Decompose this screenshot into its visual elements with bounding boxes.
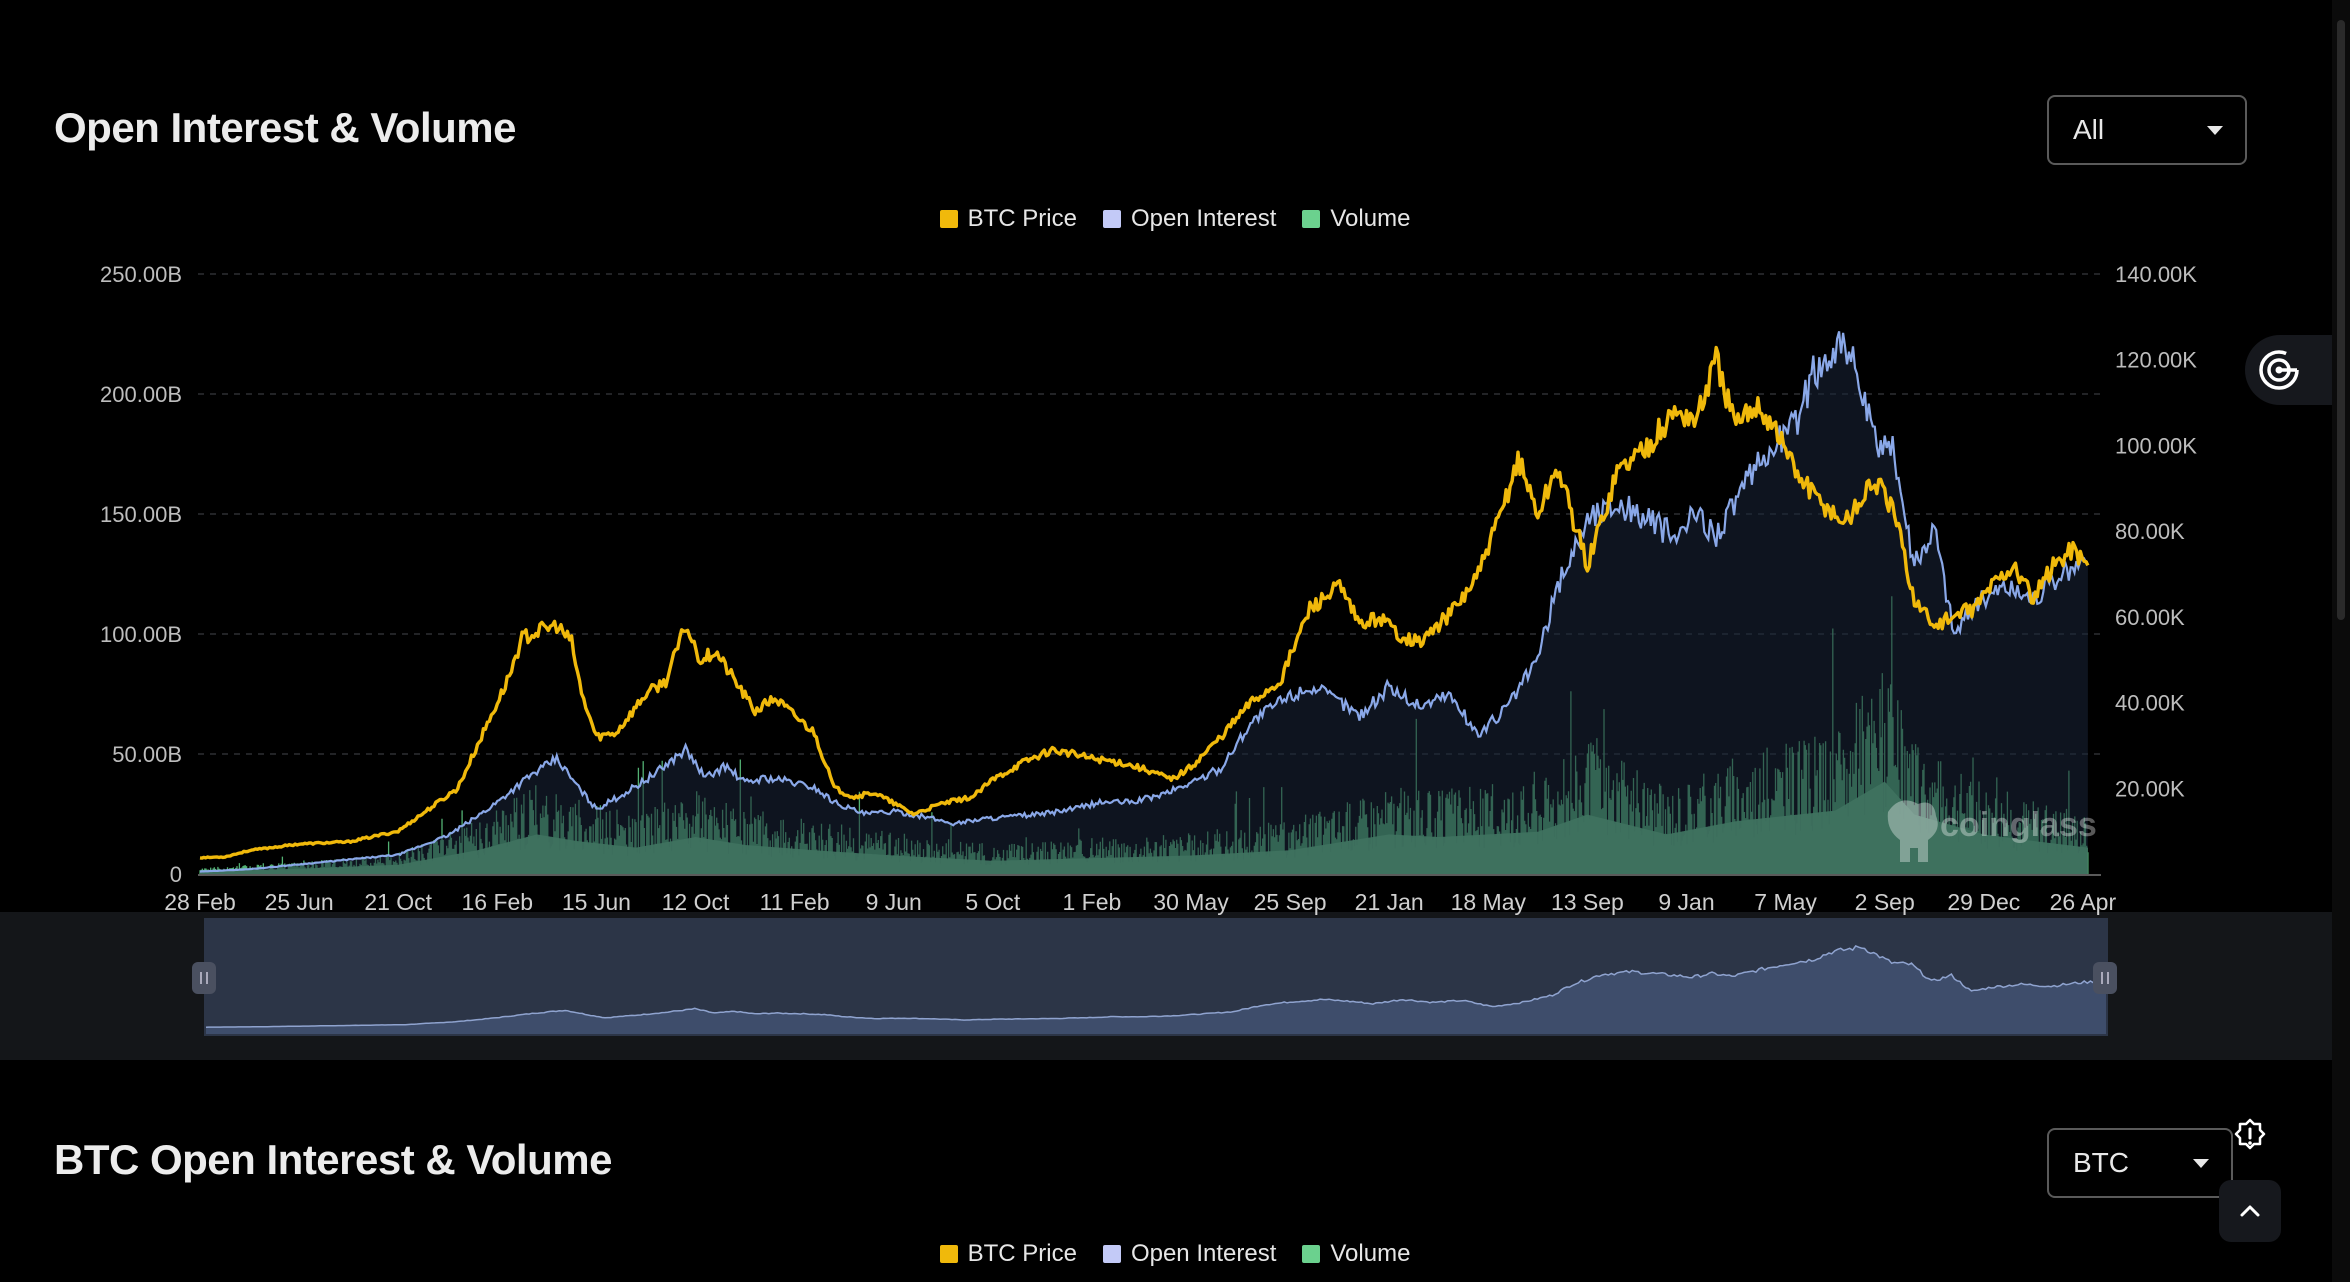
chart-legend: BTC Price Open Interest Volume xyxy=(0,205,2350,233)
section-title-btc-open-interest-volume: BTC Open Interest & Volume xyxy=(54,1136,612,1183)
watermark-text: coinglass xyxy=(1940,806,2097,844)
dropdown-value: BTC xyxy=(2073,1147,2129,1178)
x-tick-label: 16 Feb xyxy=(461,889,533,915)
chart-axes: 0 50.00B 100.00B 150.00B 200.00B 250.00B 20.00… xyxy=(100,262,2197,915)
y-right-tick-label: 20.00K xyxy=(2115,776,2185,801)
x-tick-label: 15 Jun xyxy=(562,889,631,915)
zoom-handle-left[interactable] xyxy=(192,962,216,994)
x-tick-label: 7 May xyxy=(1754,889,1817,915)
x-tick-label: 21 Jan xyxy=(1355,889,1424,915)
zoom-preview-area xyxy=(206,945,2106,1034)
chevron-down-icon xyxy=(2193,1158,2209,1168)
x-tick-label: 5 Oct xyxy=(965,889,1021,915)
zoom-handle-right[interactable] xyxy=(2093,962,2117,994)
y-right-tick-label: 120.00K xyxy=(2115,348,2197,373)
scrollbar-thumb[interactable] xyxy=(2337,20,2345,620)
legend-label: Volume xyxy=(1330,1240,1411,1267)
y-left-tick-label: 250.00B xyxy=(100,262,182,287)
legend-swatch xyxy=(939,210,958,228)
page-scrollbar[interactable] xyxy=(2332,0,2350,1282)
target-icon xyxy=(2259,350,2299,390)
y-right-tick-label: 100.00K xyxy=(2115,433,2197,458)
x-tick-label: 25 Sep xyxy=(1254,889,1327,915)
legend-item-volume[interactable]: Volume xyxy=(1302,205,1410,233)
legend-swatch xyxy=(1302,1245,1321,1263)
chevron-up-icon xyxy=(2240,1205,2260,1217)
back-to-top-button[interactable] xyxy=(2219,1180,2281,1242)
y-right-tick-label: 80.00K xyxy=(2115,519,2185,544)
legend-item-open-interest[interactable]: Open Interest xyxy=(1102,205,1277,233)
x-tick-label: 26 Apr xyxy=(2050,889,2117,915)
chart-legend-2: BTC Price Open Interest Volume xyxy=(0,1240,2350,1268)
section-title-open-interest-volume: Open Interest & Volume xyxy=(54,104,516,151)
feedback-button[interactable] xyxy=(2219,1106,2281,1168)
legend-swatch xyxy=(1302,210,1321,228)
legend-label: Open Interest xyxy=(1130,1240,1277,1267)
legend-swatch xyxy=(939,1245,958,1263)
x-tick-label: 28 Feb xyxy=(164,889,236,915)
y-left-tick-label: 100.00B xyxy=(100,622,182,647)
legend-label: BTC Price xyxy=(967,205,1077,232)
coinglass-side-button[interactable] xyxy=(2245,335,2345,405)
alert-badge-icon xyxy=(2234,1118,2266,1150)
y-right-tick-label: 40.00K xyxy=(2115,691,2185,716)
coin-select-dropdown[interactable]: BTC xyxy=(2047,1128,2233,1198)
x-tick-label: 30 May xyxy=(1153,889,1229,915)
btc-price-line xyxy=(199,345,2090,860)
legend-swatch xyxy=(1102,1245,1121,1263)
x-tick-label: 18 May xyxy=(1451,889,1527,915)
zoom-preview-line xyxy=(205,944,2106,1028)
y-left-tick-label: 200.00B xyxy=(100,382,182,407)
x-tick-label: 9 Jun xyxy=(866,889,922,915)
y-right-tick-label: 140.00K xyxy=(2115,262,2197,287)
open-interest-line xyxy=(199,331,2089,873)
legend-item-btc-price[interactable]: BTC Price xyxy=(939,205,1077,233)
legend-label: Open Interest xyxy=(1130,205,1277,232)
btc-price-series xyxy=(199,345,2090,860)
x-tick-label: 21 Oct xyxy=(364,889,432,915)
x-tick-label: 29 Dec xyxy=(1947,889,2020,915)
watermark: coinglass xyxy=(1887,800,2097,862)
x-tick-label: 13 Sep xyxy=(1551,889,1624,915)
legend-item-volume[interactable]: Volume xyxy=(1302,1240,1410,1268)
y-left-tick-label: 150.00B xyxy=(100,502,182,527)
legend-item-open-interest[interactable]: Open Interest xyxy=(1102,1240,1277,1268)
coin-filter-dropdown[interactable]: All xyxy=(2047,95,2247,165)
open-interest-area xyxy=(200,331,2088,874)
coinglass-logo-icon xyxy=(1887,800,1938,862)
open-interest-series xyxy=(199,331,2089,874)
y-left-tick-label: 0 xyxy=(170,862,182,887)
open-interest-volume-chart: 0 50.00B 100.00B 150.00B 200.00B 250.00B 20.00… xyxy=(0,262,2350,1060)
legend-label: BTC Price xyxy=(967,1240,1077,1267)
x-tick-label: 2 Sep xyxy=(1855,889,1915,915)
chevron-down-icon xyxy=(2207,125,2223,135)
x-tick-label: 9 Jan xyxy=(1658,889,1714,915)
zoom-slider[interactable] xyxy=(192,918,2117,1036)
x-tick-label: 11 Feb xyxy=(760,889,830,915)
dropdown-value: All xyxy=(2073,114,2105,145)
legend-item-btc-price[interactable]: BTC Price xyxy=(939,1240,1077,1268)
legend-swatch xyxy=(1102,210,1121,228)
x-tick-label: 25 Jun xyxy=(265,889,334,915)
x-tick-label: 12 Oct xyxy=(662,889,730,915)
x-tick-label: 1 Feb xyxy=(1062,889,1121,915)
y-right-tick-label: 60.00K xyxy=(2115,605,2185,630)
legend-label: Volume xyxy=(1330,205,1411,232)
y-left-tick-label: 50.00B xyxy=(112,742,182,767)
